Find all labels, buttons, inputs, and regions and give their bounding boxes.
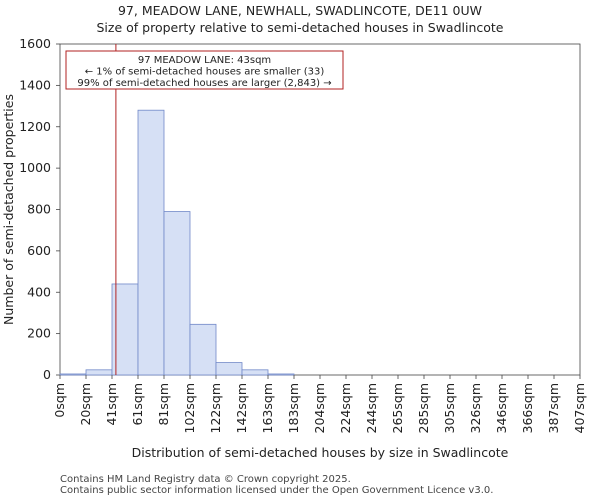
y-tick-label: 800: [27, 202, 51, 217]
annotation-title: 97 MEADOW LANE: 43sqm: [138, 55, 271, 66]
x-tick-label: 0sqm: [52, 383, 67, 418]
y-tick-label: 400: [27, 284, 51, 299]
x-tick-label: 61sqm: [130, 383, 145, 426]
histogram-bar: [189, 323, 217, 376]
histogram-bar: [215, 362, 243, 376]
histogram-bar: [59, 373, 87, 376]
x-tick-label: 285sqm: [416, 383, 431, 433]
y-tick-label: 1200: [19, 119, 51, 134]
x-tick-label: 163sqm: [260, 383, 275, 433]
y-tick-label: 1600: [19, 36, 51, 51]
annotation-box: [65, 50, 344, 90]
x-tick-label: 183sqm: [286, 383, 301, 433]
x-tick-label: 81sqm: [156, 383, 171, 426]
histogram-bar: [85, 369, 113, 376]
chart-title-address: 97, MEADOW LANE, NEWHALL, SWADLINCOTE, D…: [117, 3, 482, 18]
x-tick-label: 387sqm: [546, 383, 561, 433]
annotation-smaller: ← 1% of semi-detached houses are smaller…: [85, 67, 325, 78]
x-tick-label: 41sqm: [104, 383, 119, 426]
y-axis-label: Number of semi-detached properties: [1, 94, 16, 325]
y-tick-label: 600: [27, 243, 51, 258]
x-tick-label: 244sqm: [364, 383, 379, 433]
histogram-bar: [267, 373, 295, 376]
y-tick-label: 1000: [19, 160, 51, 175]
x-tick-label: 407sqm: [572, 383, 587, 433]
annotation-larger: 99% of semi-detached houses are larger (…: [77, 78, 331, 89]
x-tick-label: 20sqm: [78, 383, 93, 426]
histogram-bar: [241, 369, 269, 376]
histogram-bar: [163, 211, 191, 376]
chart-title: Size of property relative to semi-detach…: [96, 20, 504, 35]
x-tick-label: 366sqm: [520, 383, 535, 433]
x-tick-label: 326sqm: [468, 383, 483, 433]
x-tick-label: 102sqm: [182, 383, 197, 433]
y-tick-label: 200: [27, 326, 51, 341]
x-tick-label: 224sqm: [338, 383, 353, 433]
y-tick-label: 1400: [19, 77, 51, 92]
footer-licence: Contains public sector information licen…: [60, 485, 494, 496]
x-tick-label: 204sqm: [312, 383, 327, 433]
x-tick-label: 305sqm: [442, 383, 457, 433]
x-tick-label: 265sqm: [390, 383, 405, 433]
x-axis-label: Distribution of semi-detached houses by …: [132, 445, 509, 460]
x-tick-label: 142sqm: [234, 383, 249, 433]
y-tick-label: 0: [43, 367, 51, 382]
histogram-bar: [137, 109, 165, 376]
footer-copyright: Contains HM Land Registry data © Crown c…: [60, 474, 351, 485]
x-tick-label: 122sqm: [208, 383, 223, 433]
x-tick-label: 346sqm: [494, 383, 509, 433]
